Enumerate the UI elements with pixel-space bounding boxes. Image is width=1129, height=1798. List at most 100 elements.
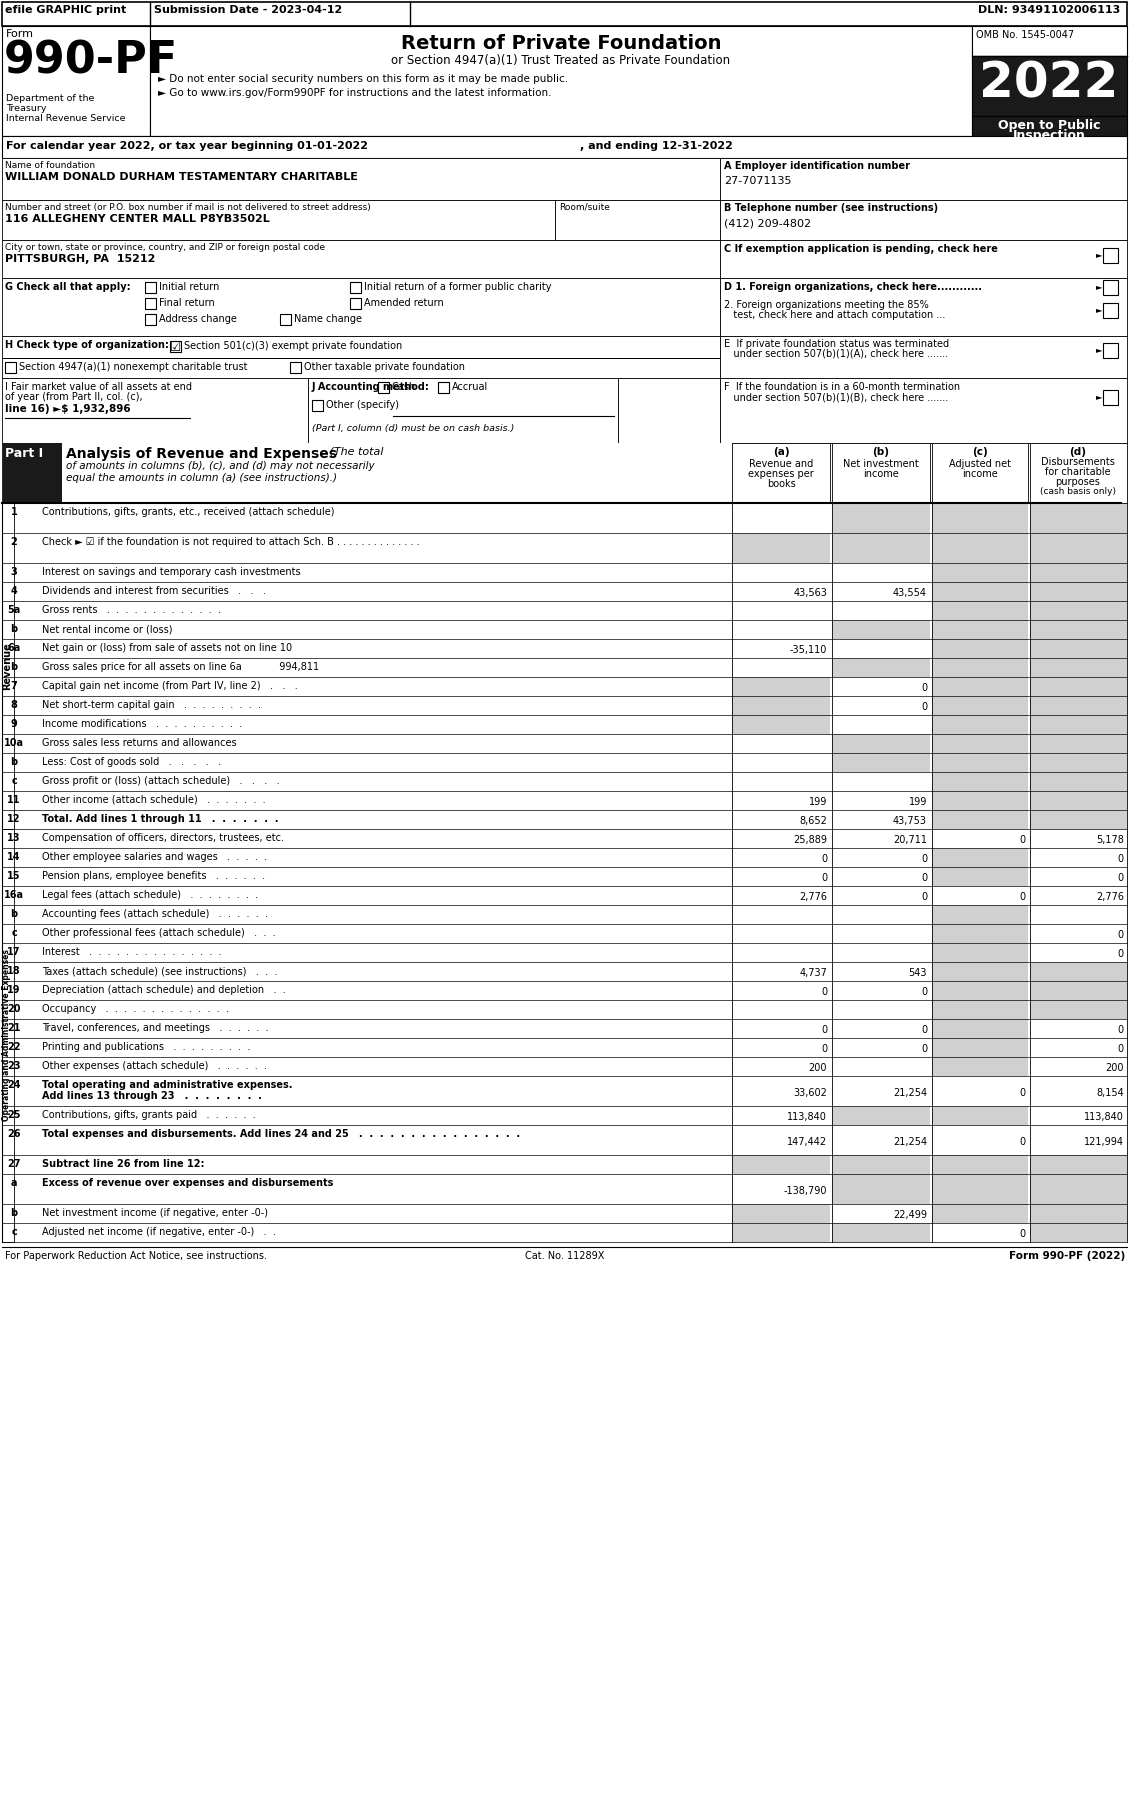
Text: (cash basis only): (cash basis only) [1040, 487, 1115, 496]
Text: b: b [10, 757, 18, 768]
Text: 0: 0 [1118, 874, 1124, 883]
Text: 113,840: 113,840 [787, 1111, 828, 1122]
Text: 21: 21 [7, 1023, 20, 1034]
Bar [308, 378, 618, 442]
Text: 0: 0 [921, 701, 927, 712]
Bar [720, 336, 1127, 378]
Bar [1030, 811, 1127, 829]
Text: 10a: 10a [5, 737, 24, 748]
Bar [972, 25, 1127, 56]
Text: Revenue: Revenue [2, 642, 12, 690]
Text: F  If the foundation is in a 60-month termination: F If the foundation is in a 60-month ter… [724, 381, 960, 392]
Bar [933, 1205, 1029, 1223]
Text: b: b [10, 662, 18, 672]
Bar [1103, 390, 1118, 405]
Text: Total expenses and disbursements. Add lines 24 and 25   .  .  .  .  .  .  .  .  : Total expenses and disbursements. Add li… [42, 1129, 520, 1138]
Text: 6a: 6a [8, 644, 20, 653]
Text: income: income [962, 469, 998, 478]
Text: WILLIAM DONALD DURHAM TESTAMENTARY CHARITABLE: WILLIAM DONALD DURHAM TESTAMENTARY CHARI… [5, 173, 358, 182]
Bar [1030, 962, 1127, 982]
Bar [1030, 638, 1127, 658]
Text: 43,753: 43,753 [893, 816, 927, 825]
Text: Adjusted net income (if negative, enter -0-)   .  .: Adjusted net income (if negative, enter … [42, 1226, 275, 1237]
Text: 116 ALLEGHENY CENTER MALL P8YB3502L: 116 ALLEGHENY CENTER MALL P8YB3502L [5, 214, 270, 225]
Text: 0: 0 [921, 1025, 927, 1036]
Text: OMB No. 1545-0047: OMB No. 1545-0047 [975, 31, 1074, 40]
Text: 4,737: 4,737 [799, 967, 828, 978]
Text: , and ending 12-31-2022: , and ending 12-31-2022 [580, 140, 733, 151]
Bar [290, 361, 301, 372]
Text: 15: 15 [7, 870, 20, 881]
Text: 0: 0 [921, 1045, 927, 1054]
Bar [350, 298, 361, 309]
Bar [1030, 620, 1127, 638]
Bar [2, 239, 720, 279]
Text: Occupancy   .  .  .  .  .  .  .  .  .  .  .  .  .  .: Occupancy . . . . . . . . . . . . . . [42, 1003, 229, 1014]
Text: 23: 23 [7, 1061, 20, 1072]
Bar [933, 601, 1029, 620]
Text: 14: 14 [7, 852, 20, 861]
Text: Treasury: Treasury [6, 104, 46, 113]
Text: 200: 200 [808, 1063, 828, 1073]
Text: Subtract line 26 from line 12:: Subtract line 26 from line 12: [42, 1160, 204, 1169]
Text: DLN: 93491102006113: DLN: 93491102006113 [978, 5, 1120, 14]
Text: 0: 0 [921, 683, 927, 692]
Text: Legal fees (attach schedule)   .  .  .  .  .  .  .  .: Legal fees (attach schedule) . . . . . .… [42, 890, 259, 901]
Bar [62, 442, 732, 503]
Text: 21,254: 21,254 [893, 1136, 927, 1147]
Bar [933, 503, 1029, 532]
Text: Depreciation (attach schedule) and depletion   .  .: Depreciation (attach schedule) and deple… [42, 985, 286, 994]
Text: Add lines 13 through 23   .  .  .  .  .  .  .  .: Add lines 13 through 23 . . . . . . . . [42, 1091, 262, 1100]
Bar [832, 658, 930, 678]
Bar [732, 1205, 830, 1223]
Text: under section 507(b)(1)(B), check here .......: under section 507(b)(1)(B), check here .… [724, 392, 948, 403]
Text: City or town, state or province, country, and ZIP or foreign postal code: City or town, state or province, country… [5, 243, 325, 252]
Bar [832, 1154, 930, 1174]
Text: 27: 27 [7, 1160, 20, 1169]
Text: Check ► ☑ if the foundation is not required to attach Sch. B . . . . . . . . . .: Check ► ☑ if the foundation is not requi… [42, 538, 420, 547]
Text: Less: Cost of goods sold   .   .   .   .   .: Less: Cost of goods sold . . . . . [42, 757, 221, 768]
Text: 22,499: 22,499 [893, 1210, 927, 1221]
Text: Department of the: Department of the [6, 93, 95, 102]
Text: 21,254: 21,254 [893, 1088, 927, 1099]
Text: (c): (c) [972, 448, 988, 457]
Text: 113,840: 113,840 [1084, 1111, 1124, 1122]
Text: 0: 0 [921, 854, 927, 865]
Text: 0: 0 [1018, 1230, 1025, 1239]
Text: PITTSBURGH, PA  15212: PITTSBURGH, PA 15212 [5, 254, 156, 264]
Text: 27-7071135: 27-7071135 [724, 176, 791, 185]
Text: Name change: Name change [294, 315, 362, 324]
Text: 8,652: 8,652 [799, 816, 828, 825]
Text: D 1. Foreign organizations, check here............: D 1. Foreign organizations, check here..… [724, 282, 982, 291]
Text: 199: 199 [909, 797, 927, 807]
Text: expenses per: expenses per [749, 469, 814, 478]
Bar [1103, 304, 1118, 318]
Bar [2, 503, 14, 829]
Text: Inspection: Inspection [1013, 129, 1085, 142]
Text: Part I: Part I [5, 448, 43, 460]
Text: Room/suite: Room/suite [559, 203, 610, 212]
Text: ►: ► [1096, 306, 1103, 315]
Text: (Part I, column (d) must be on cash basis.): (Part I, column (d) must be on cash basi… [312, 424, 515, 433]
Text: Form 990-PF (2022): Form 990-PF (2022) [1008, 1251, 1124, 1260]
Bar [933, 696, 1029, 716]
Text: Capital gain net income (from Part IV, line 2)   .   .   .: Capital gain net income (from Part IV, l… [42, 681, 298, 690]
Text: purposes: purposes [1056, 476, 1101, 487]
Text: Interest on savings and temporary cash investments: Interest on savings and temporary cash i… [42, 566, 300, 577]
Bar [1030, 563, 1127, 583]
Bar [1030, 696, 1127, 716]
Bar [933, 1019, 1029, 1037]
Text: or Section 4947(a)(1) Trust Treated as Private Foundation: or Section 4947(a)(1) Trust Treated as P… [392, 54, 730, 67]
Bar [933, 638, 1029, 658]
Text: ► Go to www.irs.gov/Form990PF for instructions and the latest information.: ► Go to www.irs.gov/Form990PF for instru… [158, 88, 551, 99]
Text: 0: 0 [1118, 1045, 1124, 1054]
Bar [720, 200, 1127, 239]
Text: Dividends and interest from securities   .   .   .: Dividends and interest from securities .… [42, 586, 265, 595]
Text: -138,790: -138,790 [784, 1187, 828, 1196]
Bar [5, 361, 16, 372]
Bar [933, 1106, 1029, 1126]
Bar [1030, 753, 1127, 771]
Bar [832, 532, 930, 563]
Bar [832, 620, 930, 638]
Bar [1030, 601, 1127, 620]
